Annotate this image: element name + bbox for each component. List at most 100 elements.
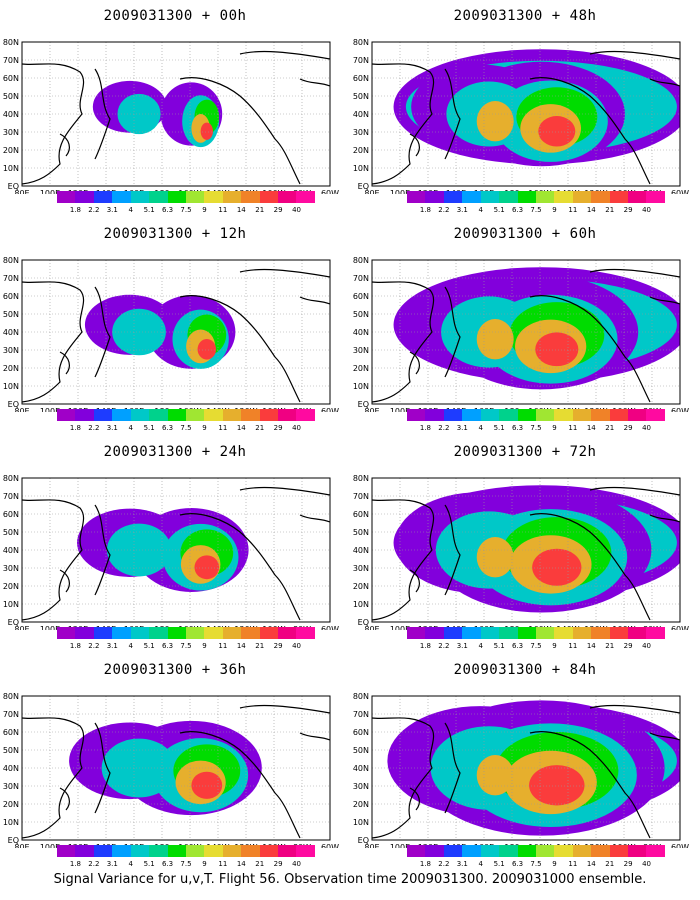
coastlines [22, 268, 330, 403]
colorbar-level-label: 11 [568, 424, 578, 432]
colorbar-swatch [204, 409, 223, 421]
colorbar-swatch [572, 191, 592, 203]
lat-label: 60N [3, 292, 19, 301]
map-frame [371, 477, 681, 623]
lat-label: EQ [8, 836, 19, 845]
lat-label: 50N [3, 746, 19, 755]
colorbar-swatch [278, 627, 297, 639]
map-frame [371, 259, 681, 405]
colorbar-swatch [407, 845, 426, 857]
lat-label: 50N [353, 310, 369, 319]
lat-label: 30N [353, 564, 369, 573]
colorbar-swatch [112, 191, 131, 203]
map-panel: 2009031300 + 24h 80N 70N 60N 50N 40N 30N 20N 10N… [0, 436, 350, 661]
colorbar-swatch [480, 627, 500, 639]
coastline-path [239, 268, 330, 278]
colorbar-swatch [75, 845, 94, 857]
map-panel: 2009031300 + 84h 80N 70N 60N 50N 40N 30N 20N 10N… [350, 654, 700, 879]
colorbar-level-label: 21 [605, 860, 615, 868]
colorbar-swatch [259, 191, 279, 203]
coastline-path [649, 514, 680, 523]
lat-label: 20N [3, 800, 19, 809]
coastlines [372, 268, 680, 403]
lat-label: 50N [3, 528, 19, 537]
lon-label: 80E [14, 189, 29, 194]
colorbar-swatch [535, 845, 555, 857]
colorbar-labels: 1.8 2.2 3.1 4 5.1 6.3 7.5 9 11 14 21 29 40 [57, 860, 315, 870]
lon-label: 60W [671, 843, 689, 848]
colorbar-swatch [499, 627, 518, 639]
colorbar-level-label: 40 [642, 424, 652, 432]
coastline-path [372, 63, 435, 185]
colorbar-labels: 1.8 2.2 3.1 4 5.1 6.3 7.5 9 11 14 21 29 40 [57, 424, 315, 434]
coastline-path [22, 63, 85, 185]
lon-label: 100E [390, 843, 410, 848]
lat-label: 40N [3, 328, 19, 337]
colorbar-swatch [443, 627, 463, 639]
colorbar-level-label: 4 [128, 860, 133, 868]
colorbar-level-label: 11 [218, 860, 228, 868]
colorbar-level-label: 7.5 [530, 424, 542, 432]
lon-label: 80E [364, 189, 379, 194]
colorbar-swatch [591, 845, 610, 857]
coastline-path [529, 513, 651, 621]
lon-label: 100E [390, 407, 410, 412]
colorbar-level-label: 29 [273, 860, 283, 868]
map-plot: 80N70N60N50N40N30N20N10NEQ80E100E120E140… [353, 692, 689, 848]
lon-label: 80E [364, 625, 379, 630]
coastline-path [299, 78, 330, 87]
colorbar-swatch [443, 409, 463, 421]
colorbar-swatch [572, 845, 592, 857]
lon-label: 60W [321, 407, 339, 412]
lat-label: 40N [353, 328, 369, 337]
colorbar-level-label: 21 [605, 642, 615, 650]
colorbar-level-label: 3.1 [106, 206, 118, 214]
colorbar-swatch [241, 627, 260, 639]
coastlines [22, 486, 330, 621]
colorbar-swatch [480, 409, 500, 421]
colorbar-level-label: 11 [218, 642, 228, 650]
colorbar-swatch [425, 191, 444, 203]
colorbar-level-label: 29 [623, 642, 633, 650]
coastline-path [59, 351, 70, 375]
colorbar-swatch [93, 409, 113, 421]
colorbar-level-label: 14 [586, 424, 596, 432]
lat-label: 50N [353, 92, 369, 101]
colorbar-level-label: 29 [623, 206, 633, 214]
coastline-path [59, 787, 70, 811]
colorbar-level-label: 29 [623, 860, 633, 868]
lat-label: 10N [353, 818, 369, 827]
coastline-path [589, 486, 680, 496]
colorbar-level-label: 2.2 [438, 860, 450, 868]
colorbar-swatch [167, 191, 186, 203]
colorbar-swatch [278, 409, 297, 421]
colorbar-level-label: 14 [236, 860, 246, 868]
coastlines [22, 50, 330, 185]
colorbar-labels: 1.8 2.2 3.1 4 5.1 6.3 7.5 9 11 14 21 29 40 [407, 860, 665, 870]
colorbar-swatch [443, 191, 463, 203]
map-panel: 2009031300 + 48h 80N 70N 60N 50N 40N 30N 20N 10N… [350, 0, 700, 225]
lat-label: 10N [3, 164, 19, 173]
colorbar-level-label: 5.1 [143, 424, 155, 432]
colorbar-level-label: 9 [552, 642, 557, 650]
colorbar-level-label: 3.1 [456, 860, 468, 868]
lon-label: 60W [321, 625, 339, 630]
coastline-path [409, 351, 420, 375]
coastline-path [299, 296, 330, 305]
colorbar-level-label: 11 [568, 860, 578, 868]
lat-label: 20N [353, 800, 369, 809]
map-frame [21, 477, 331, 623]
gridlines [22, 42, 330, 186]
colorbar-level-label: 21 [605, 424, 615, 432]
coastline-path [299, 514, 330, 523]
colorbar-swatch [591, 191, 610, 203]
gridlines [372, 260, 680, 404]
map-panel: 2009031300 + 60h 80N 70N 60N 50N 40N 30N 20N 10N… [350, 218, 700, 443]
colorbar-labels: 1.8 2.2 3.1 4 5.1 6.3 7.5 9 11 14 21 29 40 [57, 642, 315, 652]
colorbar-labels: 1.8 2.2 3.1 4 5.1 6.3 7.5 9 11 14 21 29 40 [407, 206, 665, 216]
colorbar-swatch [572, 627, 592, 639]
colorbar-level-label: 9 [202, 206, 207, 214]
colorbar [407, 627, 665, 639]
coastline-path [179, 77, 301, 185]
colorbar-swatch [646, 845, 665, 857]
